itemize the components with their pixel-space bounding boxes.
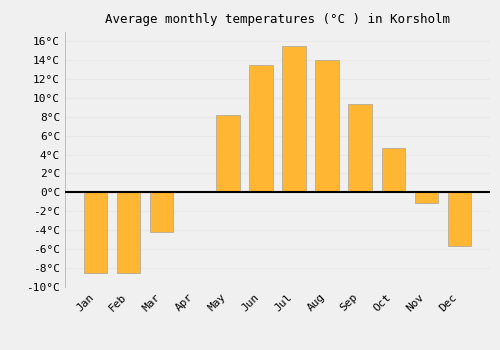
Bar [150,193,174,232]
Bar [118,193,141,273]
Title: Average monthly temperatures (°C ) in Korsholm: Average monthly temperatures (°C ) in Ko… [105,13,450,26]
Bar [414,193,438,203]
Bar [250,65,272,192]
Bar [348,104,372,192]
Bar [282,46,306,192]
Bar [316,60,338,192]
Bar [448,193,470,246]
Bar [382,148,404,192]
Bar [84,193,108,273]
Bar [216,115,240,193]
